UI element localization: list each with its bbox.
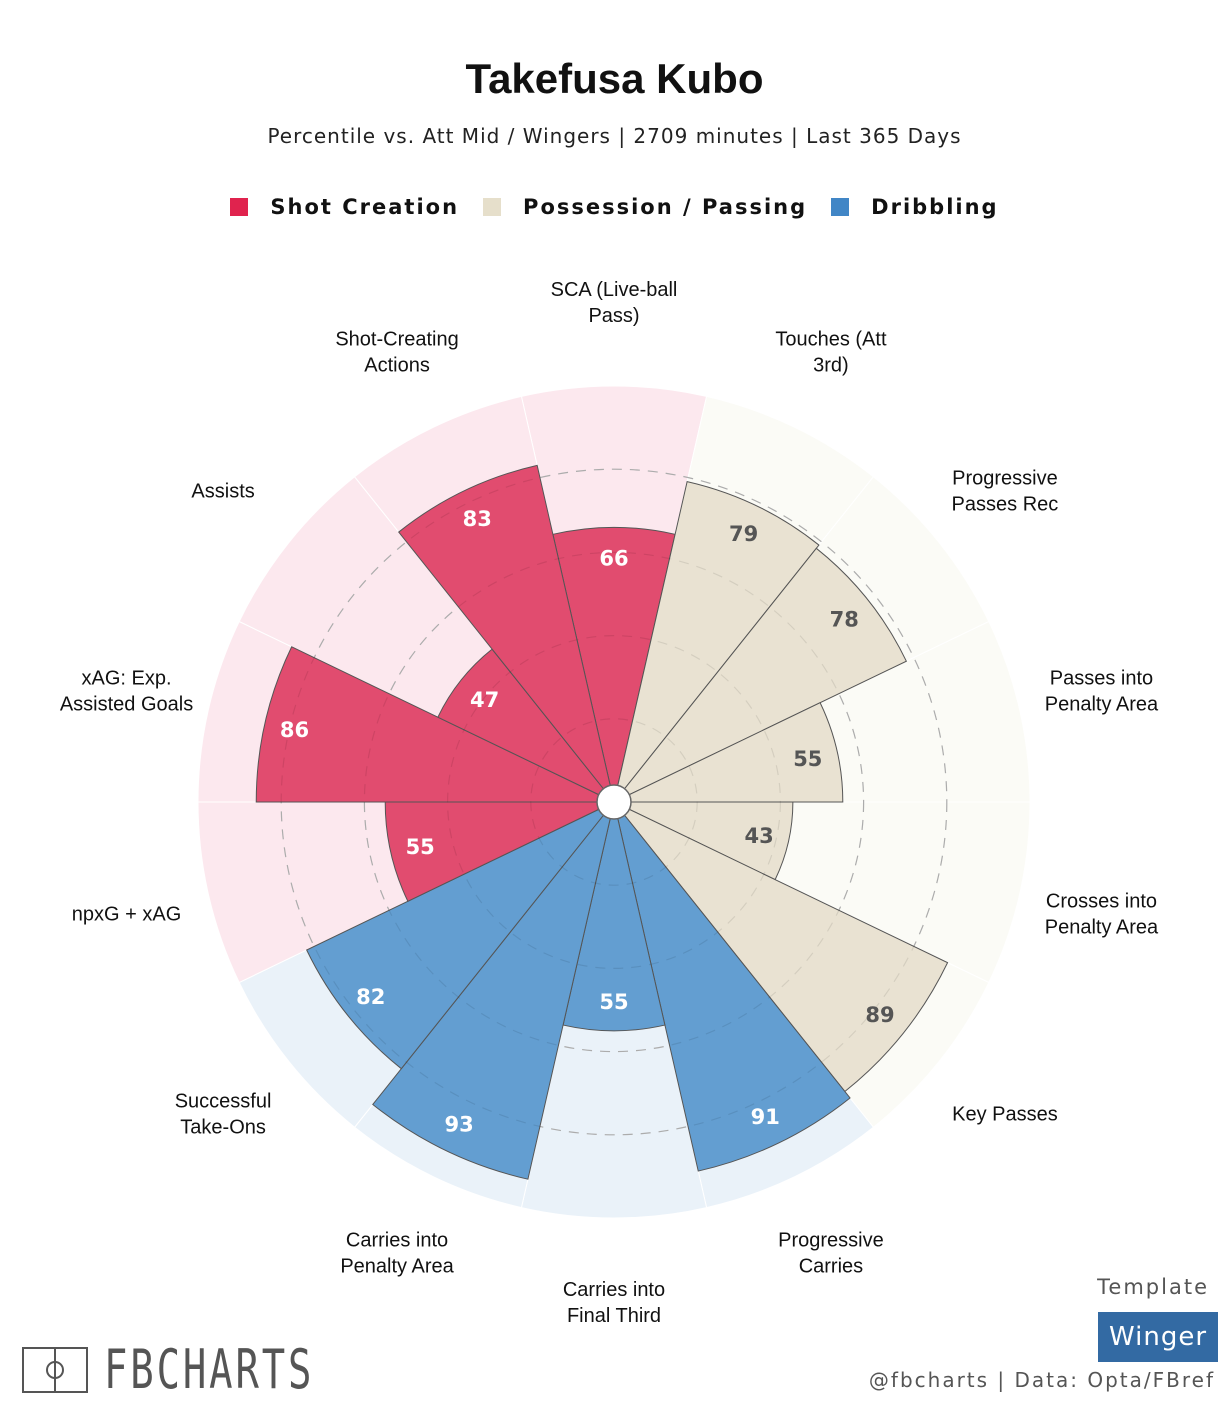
category-label: Assists [191, 480, 254, 502]
category-label: Passes into Penalty Area [1045, 668, 1159, 716]
category-label: Successful Take-Ons [175, 1091, 272, 1139]
value-label: 83 [463, 507, 492, 531]
value-label: 82 [356, 985, 385, 1009]
legend-label: Dribbling [871, 195, 999, 219]
bar-13 [398, 464, 615, 803]
legend-swatch [483, 198, 502, 216]
category-label: Carries into Penalty Area [340, 1229, 454, 1277]
bar-10 [384, 801, 615, 902]
legend-swatch [230, 198, 249, 216]
gridline-overlay [447, 634, 781, 969]
value-label: 79 [729, 522, 758, 546]
bar-6 [613, 801, 851, 1172]
legend-item-dribbling: Dribbling [831, 195, 998, 219]
bar-8 [372, 801, 615, 1180]
value-label: 78 [830, 607, 859, 631]
template-badge: Winger [1098, 1312, 1218, 1362]
legend-swatch [831, 198, 850, 216]
bar-3 [613, 702, 844, 803]
category-label: Progressive Passes Rec [952, 467, 1059, 515]
bar-5 [613, 801, 949, 1093]
bar-1 [613, 481, 820, 803]
chart-subtitle: Percentile vs. Att Mid / Wingers | 2709 … [267, 124, 962, 148]
category-label: Progressive Carries [778, 1229, 884, 1277]
credit-text: @fbcharts | Data: Opta/FBref [868, 1368, 1215, 1392]
legend: Shot Creation Possession / Passing Dribb… [0, 195, 1229, 219]
bar-9 [305, 801, 615, 1070]
value-label: 93 [445, 1113, 474, 1137]
chart-title: Takefusa Kubo [465, 55, 764, 102]
gridline-overlay [530, 718, 698, 886]
center-hole [596, 784, 632, 820]
gridline-overlay [280, 468, 948, 1136]
category-label: Carries into Final Third [563, 1279, 665, 1327]
template-label: Template [1097, 1275, 1209, 1299]
logo-text: FBCHARTS [104, 1338, 315, 1401]
value-label: 43 [745, 824, 774, 848]
bar-2 [613, 547, 908, 803]
value-label: 66 [599, 546, 628, 570]
value-label: 91 [751, 1105, 780, 1129]
category-label: Key Passes [952, 1104, 1058, 1126]
value-label: 47 [470, 688, 499, 712]
pitch-icon [22, 1346, 88, 1393]
bar-7 [562, 801, 666, 1032]
legend-label: Shot Creation [270, 195, 460, 219]
legend-item-possession: Possession / Passing [483, 195, 807, 219]
category-label: SCA (Live-ball Pass) [551, 279, 678, 327]
category-label: xAG: Exp. Assisted Goals [60, 668, 193, 716]
bar-0 [552, 527, 676, 803]
value-label: 89 [865, 1003, 894, 1027]
value-label: 55 [599, 990, 628, 1014]
value-label: 86 [280, 718, 309, 742]
legend-item-shot-creation: Shot Creation [230, 195, 459, 219]
gridline-overlay [363, 551, 865, 1053]
legend-label: Possession / Passing [523, 195, 808, 219]
category-label: Touches (Att 3rd) [775, 329, 887, 377]
fbcharts-logo: FBCHARTS [22, 1338, 396, 1401]
category-label: npxG + xAG [72, 903, 182, 925]
category-label: Crosses into Penalty Area [1045, 890, 1159, 938]
category-label: Shot-Creating Actions [335, 329, 458, 377]
bar-11 [255, 646, 615, 803]
value-label: 55 [406, 835, 435, 859]
value-label: 55 [793, 747, 822, 771]
